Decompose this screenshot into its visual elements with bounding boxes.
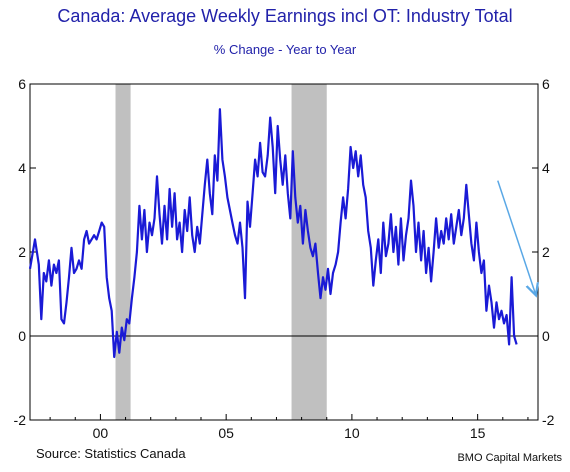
- y-tick-label-right: 2: [542, 244, 550, 260]
- y-tick-label-left: 6: [18, 76, 26, 92]
- y-tick-label-right: 4: [542, 160, 550, 176]
- x-tick-label: 05: [218, 425, 234, 441]
- x-tick-label: 10: [344, 425, 360, 441]
- x-tick-label: 15: [470, 425, 486, 441]
- y-tick-label-right: -2: [542, 412, 555, 428]
- chart-title: Canada: Average Weekly Earnings incl OT:…: [57, 6, 513, 26]
- y-tick-label-left: 2: [18, 244, 26, 260]
- y-tick-label-right: 0: [542, 328, 550, 344]
- trend-arrow: [497, 180, 536, 294]
- series-line: [28, 108, 518, 359]
- chart-subtitle: % Change - Year to Year: [213, 42, 357, 57]
- y-tick-label-left: 4: [18, 160, 26, 176]
- recession-band: [115, 84, 131, 420]
- credit-note: BMO Capital Markets: [457, 452, 562, 464]
- y-tick-label-right: 6: [542, 76, 550, 92]
- y-tick-label-left: 0: [18, 328, 26, 344]
- source-note: Source: Statistics Canada: [36, 446, 186, 461]
- y-tick-label-left: -2: [14, 412, 27, 428]
- x-tick-label: 00: [93, 425, 109, 441]
- recession-band: [291, 84, 327, 420]
